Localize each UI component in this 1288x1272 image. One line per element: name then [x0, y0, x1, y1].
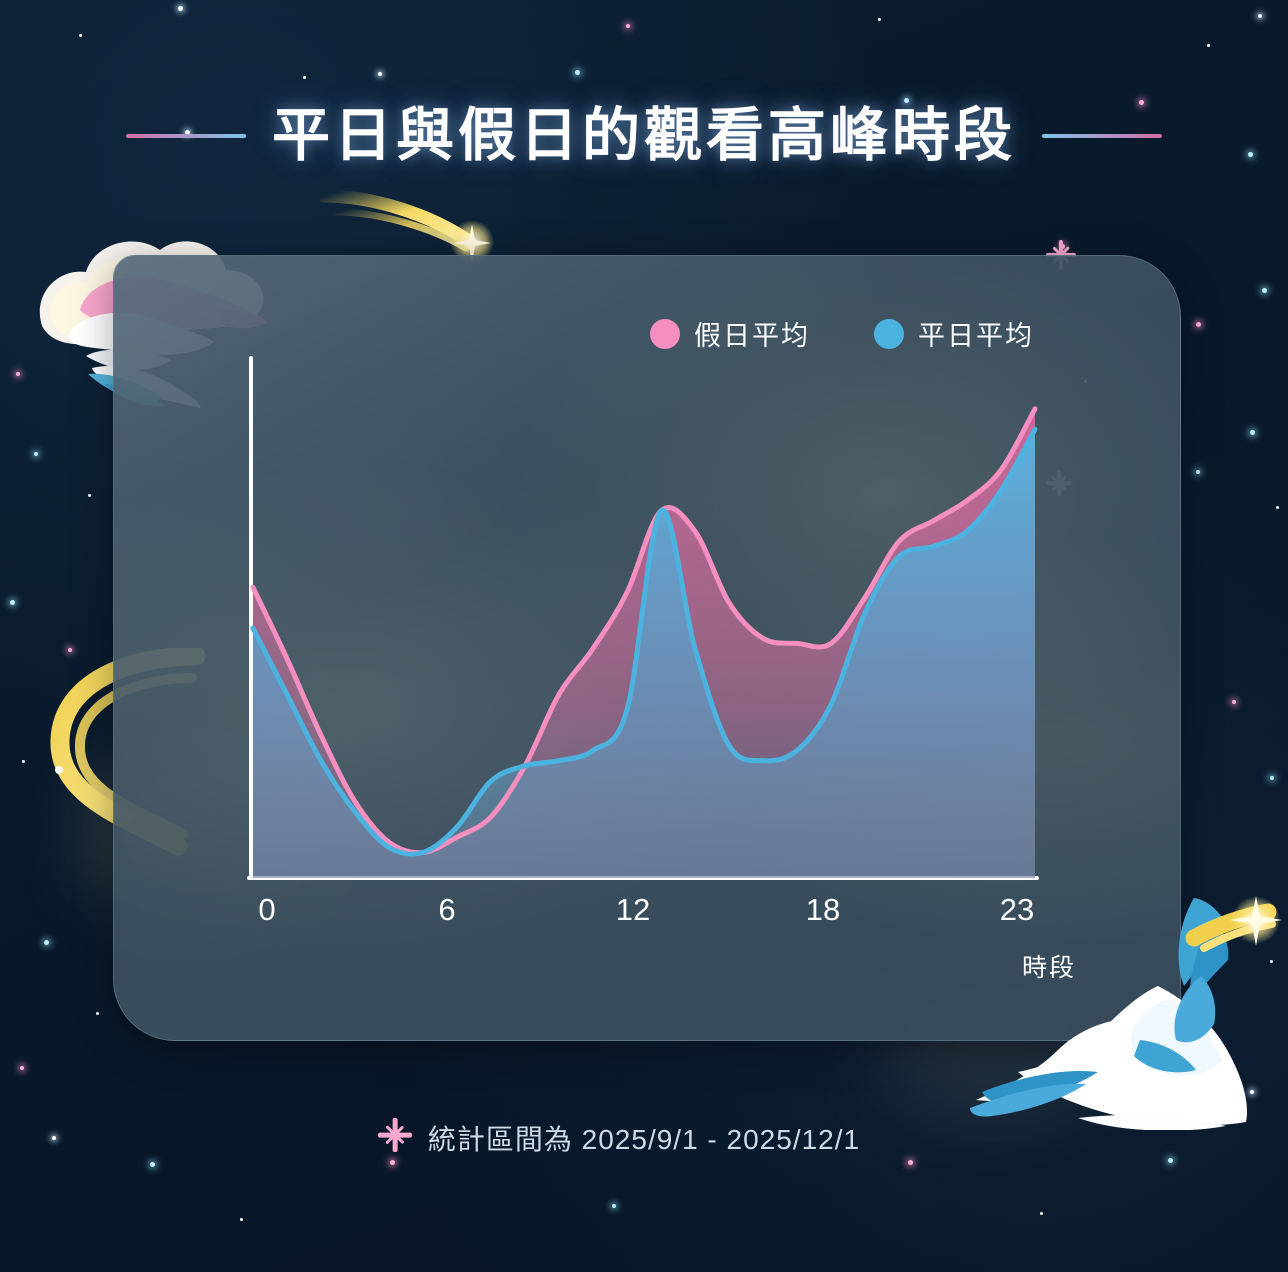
legend-label-weekday: 平日平均: [918, 321, 1034, 351]
area-weekday: [253, 429, 1035, 878]
footer-note: 統計區間為 2025/9/1 - 2025/12/1: [427, 1124, 861, 1155]
title-rule-right: [1042, 134, 1162, 138]
legend-item-weekday[interactable]: 平日平均: [874, 314, 1034, 353]
x-tick-6: 6: [438, 892, 456, 927]
legend-dot-weekday-icon: [874, 318, 904, 349]
x-tick-0: 0: [258, 892, 276, 927]
page-title: 平日與假日的觀看高峰時段: [271, 103, 1016, 168]
title-block: 平日與假日的觀看高峰時段: [0, 96, 1288, 176]
legend-dot-holiday-icon: [650, 318, 680, 349]
cloud-decoration-icon: [970, 896, 1282, 1130]
title-rule-left: [125, 134, 246, 138]
shooting-star-streak-icon: [320, 190, 494, 264]
legend-item-holiday[interactable]: 假日平均: [650, 314, 810, 353]
line-holiday: [250, 406, 1038, 856]
line-weekday: [250, 426, 1038, 857]
area-chart: [247, 356, 1039, 888]
chart-legend: 假日平均 平日平均: [650, 314, 1034, 353]
legend-label-holiday: 假日平均: [694, 321, 810, 351]
x-tick-12: 12: [615, 892, 651, 927]
x-tick-18: 18: [805, 892, 841, 927]
